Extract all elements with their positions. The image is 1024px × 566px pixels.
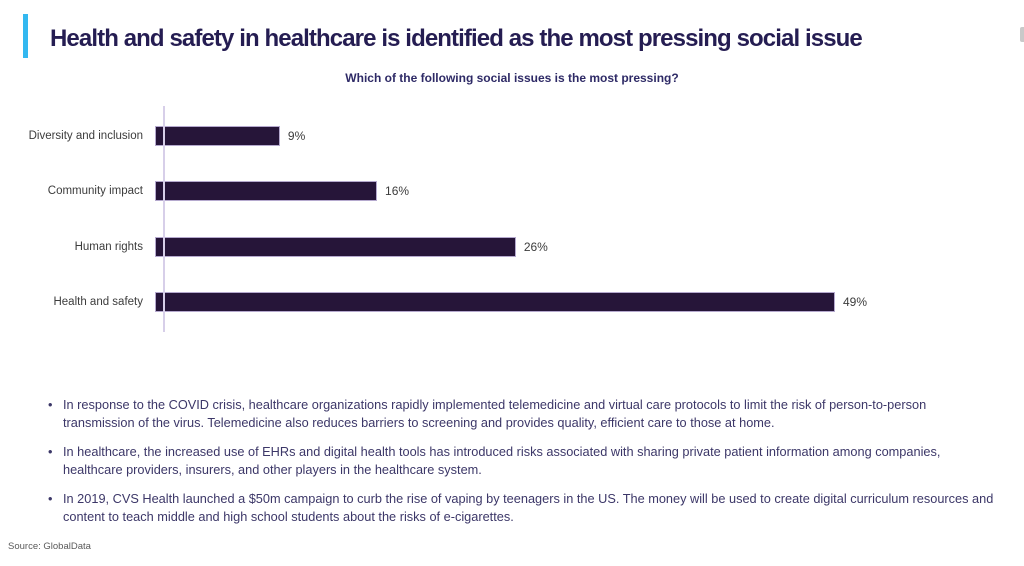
bullet-item: • In response to the COVID crisis, health… (46, 396, 998, 433)
bullet-item: • In 2019, CVS Health launched a $50m cam… (46, 490, 998, 527)
title-accent-bar (23, 14, 28, 58)
bullet-icon: • (48, 490, 53, 506)
bar (155, 181, 378, 202)
bullet-text: In response to the COVID crisis, healthc… (63, 397, 927, 431)
chart-row: Human rights 26% (0, 219, 1024, 275)
chart-rows: Diversity and inclusion 9% Community impac… (0, 108, 1024, 330)
category-label: Health and safety (53, 296, 143, 309)
category-label: Community impact (47, 185, 143, 198)
bar (155, 292, 835, 313)
bullet-text: In 2019, CVS Health launched a $50m camp… (63, 490, 994, 525)
bullet-icon: • (48, 443, 53, 459)
category-label: Human rights (74, 240, 143, 253)
value-label: 9% (287, 128, 306, 143)
value-label: 49% (843, 295, 868, 310)
cropped-edge-artifact (1020, 27, 1024, 42)
page-title: Health and safety in healthcare is ident… (50, 25, 863, 52)
bullet-icon: • (48, 397, 53, 412)
category-label: Diversity and inclusion (28, 129, 143, 142)
bar (155, 236, 516, 257)
chart-title: Which of the following social issues is … (345, 71, 679, 85)
bar-track: 9% (155, 125, 306, 146)
bullet-text: In healthcare, the increased use of EHRs… (63, 443, 941, 478)
bar-track: 49% (155, 292, 868, 313)
bullet-list: • In response to the COVID crisis, health… (46, 396, 998, 537)
value-label: 16% (385, 184, 410, 199)
chart-row: Diversity and inclusion 9% (0, 108, 1024, 164)
value-label: 26% (523, 239, 548, 254)
bar-track: 26% (155, 236, 548, 257)
chart-row: Health and safety 49% (0, 275, 1024, 331)
bullet-item: • In healthcare, the increased use of EHR… (46, 443, 998, 480)
source-note: Source: GlobalData (8, 541, 91, 552)
bar-track: 16% (155, 181, 410, 202)
bar (155, 125, 280, 146)
bar-chart: Diversity and inclusion 9% Community impac… (0, 106, 1024, 332)
chart-row: Community impact 16% (0, 164, 1024, 220)
y-axis-line (163, 106, 165, 332)
